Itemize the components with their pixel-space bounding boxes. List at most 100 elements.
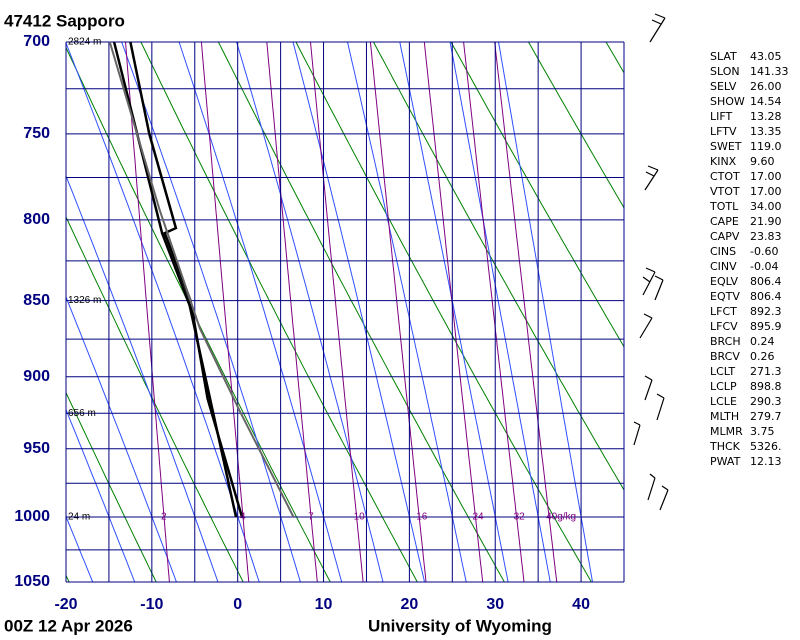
mixing-ratio-label: 7 [308, 512, 314, 523]
index-name: TOTL [709, 200, 739, 213]
moist-adiabat [66, 515, 94, 582]
background-lines [0, 42, 800, 582]
moist-adiabat [0, 42, 50, 582]
y-tick-label: 900 [23, 368, 50, 385]
dry-adiabat [217, 42, 505, 582]
index-name: LCLE [710, 395, 737, 408]
dry-adiabat [684, 42, 800, 582]
x-tick-label: -10 [140, 596, 163, 613]
dry-adiabat [66, 574, 70, 582]
y-tick-label: 950 [23, 440, 50, 457]
index-value: 271.3 [750, 365, 782, 378]
wind-barb [649, 13, 666, 43]
index-value: 26.00 [750, 80, 782, 93]
index-value: 898.8 [750, 380, 782, 393]
mixing-ratio-line [266, 42, 318, 582]
index-name: EQTV [710, 290, 740, 303]
profile-line [129, 41, 244, 518]
index-value: 5326. [750, 440, 782, 453]
wind-barbs [633, 13, 669, 511]
index-value: 806.4 [750, 275, 782, 288]
index-value: 892.3 [750, 305, 782, 318]
index-name: CAPE [710, 215, 739, 228]
profile-line [108, 41, 295, 518]
index-name: KINX [710, 155, 737, 168]
index-value: 0.26 [750, 350, 775, 363]
index-name: SELV [710, 80, 737, 93]
index-value: 17.00 [750, 170, 782, 183]
y-tick-label: 850 [23, 292, 50, 309]
index-name: PWAT [710, 455, 741, 468]
index-name: BRCV [710, 350, 740, 363]
index-value: 43.05 [750, 50, 782, 63]
dry-adiabat [66, 391, 157, 582]
index-value: 34.00 [750, 200, 782, 213]
index-name: VTOT [710, 185, 740, 198]
wind-barb [644, 375, 665, 421]
index-value: 895.9 [750, 320, 782, 333]
moist-adiabat [121, 42, 301, 582]
height-label: 24 m [68, 512, 90, 523]
index-value: 141.33 [750, 65, 789, 78]
mixing-ratio-label: 32 [514, 512, 526, 523]
mixing-ratio-label: 10 [354, 512, 366, 523]
moist-adiabat [347, 42, 467, 582]
chart-title: 47412 Sapporo [4, 11, 125, 30]
y-tick-label: 1050 [14, 573, 50, 590]
index-name: SLAT [710, 50, 737, 63]
x-tick-label: 30 [486, 596, 504, 613]
dry-adiabat [66, 46, 331, 582]
index-value: 21.90 [750, 215, 782, 228]
index-value: 279.7 [750, 410, 782, 423]
wind-barb [654, 275, 664, 301]
x-tick-label: -20 [54, 596, 77, 613]
index-value: 17.00 [750, 185, 782, 198]
moist-adiabat [66, 408, 136, 582]
height-label: 2824 m [68, 37, 101, 48]
mixing-ratio-line [494, 42, 558, 582]
moist-adiabat [449, 42, 551, 582]
mixing-ratio-line [200, 42, 250, 582]
profiles [108, 41, 295, 518]
dry-adiabat [140, 42, 418, 582]
y-tick-label: 700 [23, 33, 50, 50]
index-value: -0.60 [750, 245, 778, 258]
mixing-ratio-label: 2 [161, 512, 167, 523]
mixing-ratio-line [369, 42, 427, 582]
index-name: BRCH [710, 335, 741, 348]
mixing-ratio-label: 4 [240, 512, 246, 523]
index-name: MLTH [710, 410, 739, 423]
index-name: LCLT [710, 365, 735, 378]
footer-left: 00Z 12 Apr 2026 [4, 616, 133, 635]
index-name: CINS [710, 245, 736, 258]
index-value: 12.13 [750, 455, 782, 468]
index-value: -0.04 [750, 260, 778, 273]
mixing-ratio-line [423, 42, 484, 582]
wind-barb [633, 421, 641, 446]
index-value: 9.60 [750, 155, 775, 168]
index-name: LFTV [710, 125, 737, 138]
index-name: CTOT [710, 170, 740, 183]
mixing-ratio-label: 24 [472, 512, 484, 523]
mixing-ratio-label: 40g/kg [546, 512, 576, 523]
index-value: 0.24 [750, 335, 775, 348]
index-value: 119.0 [750, 140, 782, 153]
index-name: SHOW [710, 95, 745, 108]
dry-adiabat [66, 215, 244, 582]
moist-adiabat [399, 42, 509, 582]
index-name: LFCV [710, 320, 738, 333]
footer-right: University of Wyoming [368, 616, 552, 635]
moist-adiabat [0, 42, 8, 582]
dry-adiabat [528, 42, 624, 209]
index-name: CINV [710, 260, 737, 273]
moist-adiabat [66, 174, 219, 582]
index-name: SWET [710, 140, 742, 153]
x-tick-label: 20 [400, 596, 418, 613]
index-name: LFCT [710, 305, 737, 318]
x-tick-label: 10 [315, 596, 333, 613]
y-tick-label: 800 [23, 211, 50, 228]
index-name: LCLP [710, 380, 737, 393]
index-value: 13.28 [750, 110, 782, 123]
index-value: 806.4 [750, 290, 782, 303]
